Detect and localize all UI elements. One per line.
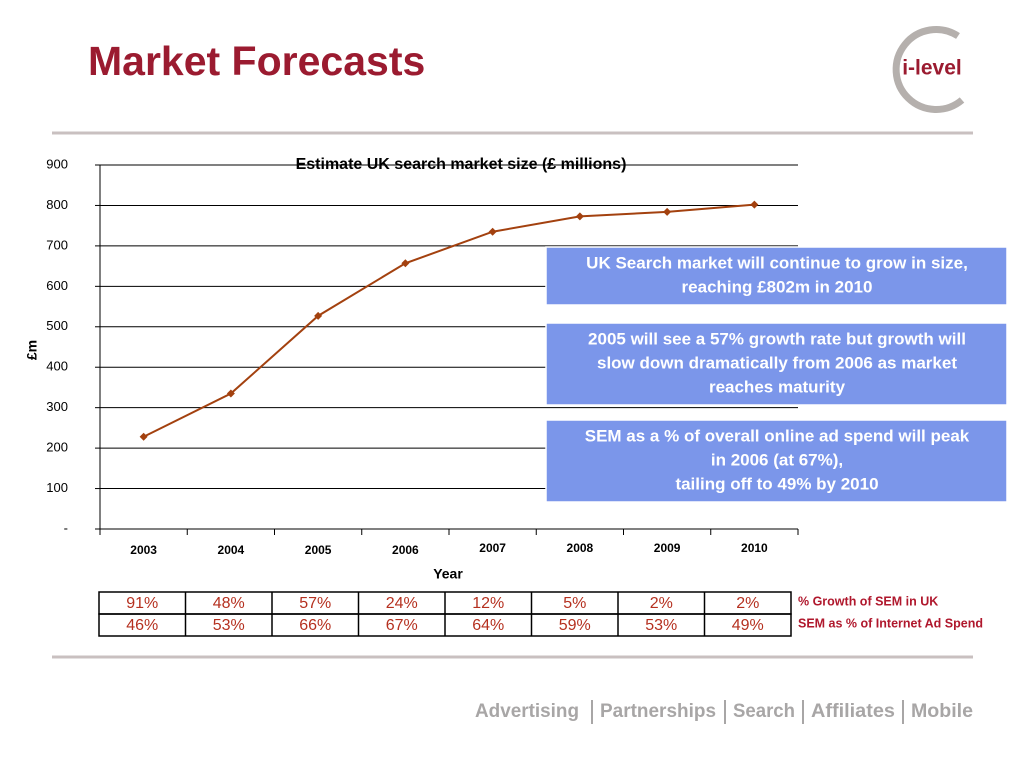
callout-text: in 2006 (at 67%), [711,450,843,469]
y-tick-label: 800 [46,197,68,212]
y-tick-label: 100 [46,480,68,495]
callout-box [545,322,1008,406]
table-cell: 66% [299,617,331,634]
row-label: SEM as % of Internet Ad Spend [798,616,983,630]
point [314,311,323,320]
table-cell: 49% [732,617,764,634]
y-tick-label: - [64,520,68,535]
x-tick-label: 2006 [392,543,419,557]
table-cell: 57% [299,595,331,612]
table-cell: 53% [213,617,245,634]
x-tick-label: 2007 [479,541,506,555]
point [139,432,148,441]
table-cell: 48% [213,595,245,612]
x-tick-label: 2005 [305,543,332,557]
table-cell: 91% [126,595,158,612]
y-tick-label: 500 [46,318,68,333]
callout-text: SEM as a % of overall online ad spend wi… [585,426,970,445]
point [488,227,497,236]
callout-text: tailing off to 49% by 2010 [675,474,878,493]
y-tick-label: 200 [46,440,68,455]
logo: i-level [902,57,962,80]
point [226,389,235,398]
callout-box [545,246,1008,306]
table-cell: 24% [386,595,418,612]
table-cell: 67% [386,617,418,634]
point [750,200,759,209]
footer-item: Search [733,701,795,722]
series-line [143,203,755,438]
footer-item: Partnerships [600,701,716,722]
y-tick-label: 700 [46,237,68,252]
table-cell: 2% [650,595,673,612]
y-tick-label: 600 [46,278,68,293]
x-tick-label: 2008 [567,541,594,555]
point [575,212,584,221]
callout-text: UK Search market will continue to grow i… [586,253,968,272]
point [663,207,672,216]
row-label: % Growth of SEM in UK [798,594,938,608]
footer-item: Mobile [911,701,973,722]
y-tick-label: 400 [46,359,68,374]
logo-arc [892,26,965,113]
x-tick-label: 2003 [130,543,157,557]
point [401,259,410,268]
x-tick-label: 2010 [741,541,768,555]
table-cell: 2% [736,595,759,612]
callout-text: 2005 will see a 57% growth rate but grow… [588,329,966,348]
table-cell: 46% [126,617,158,634]
callout-text: slow down dramatically from 2006 as mark… [597,353,957,372]
table-cell: 53% [645,617,677,634]
callout-text: reaches maturity [709,377,846,396]
table-cell: 12% [472,595,504,612]
table-cell: 59% [559,617,591,634]
table-cell: 64% [472,617,504,634]
callout-box [545,419,1008,503]
footer-item: Advertising [475,701,579,722]
y-tick-label: 900 [46,156,68,171]
slide-title: Market Forecasts [88,38,425,84]
footer-item: Affiliates [811,701,895,722]
callout-text: reaching £802m in 2010 [682,277,873,296]
table-cell: 5% [563,595,586,612]
x-axis-label: Year [433,566,463,582]
y-axis-label: £m [24,340,40,360]
y-tick-label: 300 [46,399,68,414]
x-tick-label: 2004 [218,543,245,557]
x-tick-label: 2009 [654,541,681,555]
